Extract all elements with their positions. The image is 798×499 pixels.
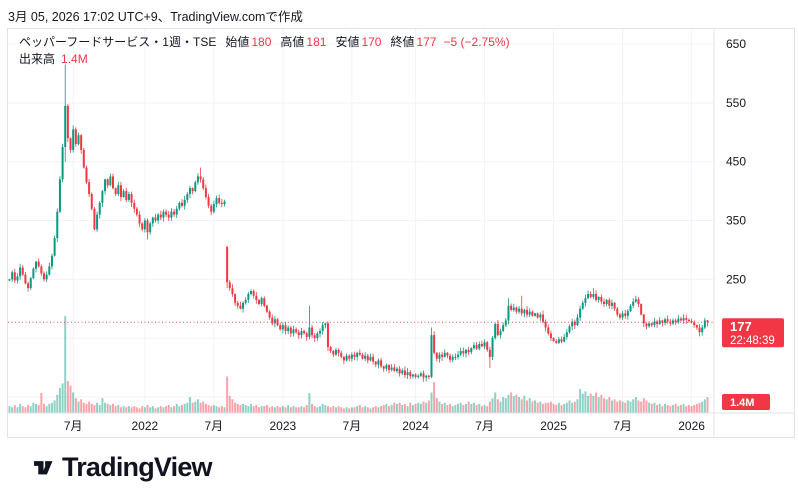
svg-text:177: 177 [730,319,752,334]
creation-date: 3月 05, 2026 17:02 UTC+9、TradingView.comで… [8,10,303,24]
tradingview-logo-text: TradingView [62,452,213,482]
chart-widget: 650 550 450 350 250 7月 2022 7月 2023 7月 2024 7月 2025 7… [7,28,795,438]
svg-text:650: 650 [726,37,746,51]
svg-text:550: 550 [726,96,746,110]
svg-text:7月: 7月 [475,419,494,433]
svg-text:7月: 7月 [343,419,362,433]
svg-text:7月: 7月 [613,419,632,433]
svg-text:450: 450 [726,155,746,169]
svg-text:7月: 7月 [205,419,224,433]
last-volume-label: 1.4M [722,394,770,410]
volume-bars [8,316,709,413]
svg-text:2025: 2025 [540,419,567,433]
svg-text:7月: 7月 [64,419,83,433]
tradingview-logo[interactable]: TradingView [33,452,213,483]
chart-grid [8,29,714,413]
svg-text:2026: 2026 [678,419,705,433]
svg-text:22:48:39: 22:48:39 [730,335,775,347]
svg-text:2024: 2024 [402,419,429,433]
tradingview-logo-icon [34,461,53,475]
axis-borders [8,29,794,437]
svg-text:1.4M: 1.4M [730,397,754,409]
price-scale[interactable]: 650 550 450 350 250 [726,37,746,286]
time-scale[interactable]: 7月 2022 7月 2023 7月 2024 7月 2025 7月 2026 [64,419,705,433]
svg-text:2023: 2023 [270,419,297,433]
svg-text:350: 350 [726,214,746,228]
svg-text:250: 250 [726,272,746,286]
candlesticks [8,64,709,382]
svg-text:2022: 2022 [132,419,159,433]
